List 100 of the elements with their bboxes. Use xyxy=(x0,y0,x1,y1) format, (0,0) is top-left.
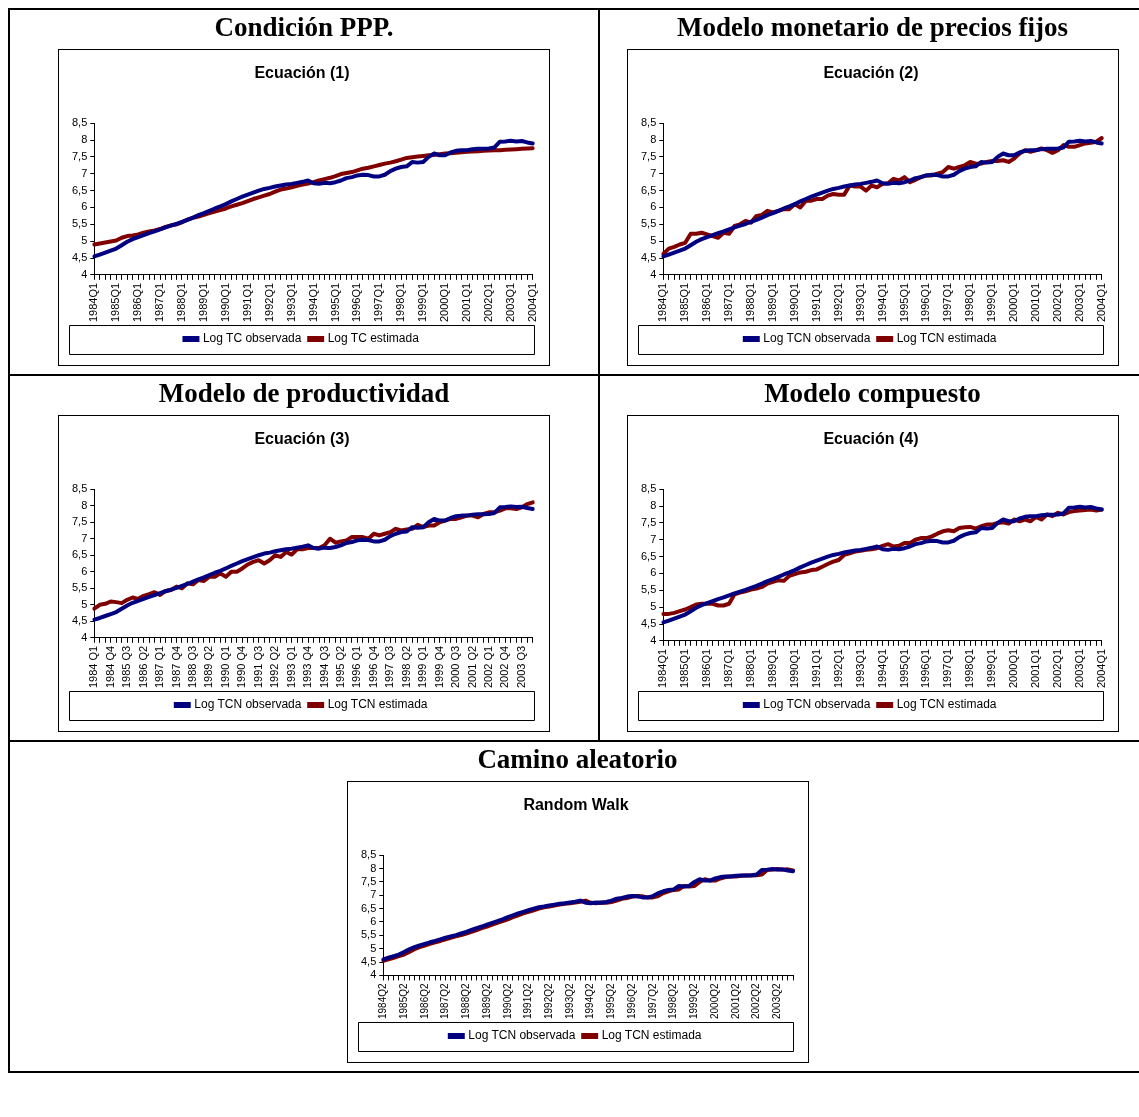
x-tick-label: 2001Q2 xyxy=(729,982,741,1020)
y-tick-label: 7,5 xyxy=(640,149,656,162)
x-tick-label: 1998Q1 xyxy=(394,282,407,323)
x-tick-label: 1994Q1 xyxy=(875,648,888,689)
x-tick-label: 1992Q1 xyxy=(831,282,844,323)
y-tick-label: 6 xyxy=(649,566,656,579)
y-tick-label: 5 xyxy=(369,941,376,954)
x-tick-label: 1986Q2 xyxy=(418,982,430,1020)
x-tick-label: 1997Q1 xyxy=(372,282,385,323)
x-tick-label: 1984 Q4 xyxy=(103,645,116,688)
chart-title: Camino aleatorio xyxy=(477,744,678,775)
chart-title: Modelo compuesto xyxy=(764,378,981,409)
x-tick-label: 2002Q1 xyxy=(1050,648,1063,689)
chart-title: Condición PPP. xyxy=(214,12,394,43)
chart-subtitle: Ecuación (4) xyxy=(822,430,919,448)
x-tick-label: 2004Q1 xyxy=(1094,648,1107,689)
x-tick-label: 1984Q1 xyxy=(87,282,100,323)
x-tick-label: 1994Q1 xyxy=(306,282,319,323)
y-tick-label: 6,5 xyxy=(640,549,656,562)
x-tick-label: 1991Q2 xyxy=(521,982,533,1020)
x-tick-label: 1984Q1 xyxy=(655,648,668,689)
x-tick-label: 1996Q2 xyxy=(625,982,637,1020)
y-tick-label: 7,5 xyxy=(640,515,656,528)
x-tick-label: 1994Q2 xyxy=(583,982,595,1020)
x-tick-label: 1986Q1 xyxy=(699,648,712,689)
x-tick-label: 1995Q1 xyxy=(328,282,341,323)
legend-label: Log TCN observada xyxy=(467,1028,576,1043)
x-tick-label: 1985 Q3 xyxy=(120,645,133,688)
legend-label: Log TCN estimada xyxy=(896,331,997,346)
y-tick-label: 4 xyxy=(649,633,656,646)
y-tick-label: 7 xyxy=(649,166,656,179)
x-tick-label: 2000Q1 xyxy=(1006,282,1019,323)
y-tick-label: 5,5 xyxy=(360,928,376,941)
x-tick-label: 1999Q2 xyxy=(687,982,699,1020)
x-tick-label: 1993Q1 xyxy=(284,282,297,323)
x-tick-label: 1989Q1 xyxy=(765,648,778,689)
x-tick-label: 1990Q2 xyxy=(501,982,513,1020)
y-tick-label: 8 xyxy=(81,498,88,511)
x-tick-label: 1990 Q1 xyxy=(218,645,231,688)
x-tick-label: 1989 Q2 xyxy=(202,645,215,688)
y-tick-label: 6,5 xyxy=(71,548,88,561)
x-tick-label: 1987Q1 xyxy=(153,282,166,323)
x-tick-label: 2002 Q1 xyxy=(481,645,494,688)
y-tick-label: 8,5 xyxy=(640,116,656,129)
x-tick-label: 1989Q1 xyxy=(196,282,209,323)
y-tick-label: 6,5 xyxy=(640,183,656,196)
legend-label: Log TCN observada xyxy=(762,697,871,712)
y-tick-label: 4 xyxy=(369,968,376,981)
x-tick-label: 1998 Q2 xyxy=(399,645,412,688)
x-tick-label: 1992Q2 xyxy=(542,982,554,1020)
chart-title: Modelo monetario de precios fijos xyxy=(677,12,1068,43)
chart-subtitle: Ecuación (3) xyxy=(254,430,350,448)
y-tick-label: 5 xyxy=(649,234,656,247)
x-tick-label: 1994Q1 xyxy=(875,282,888,323)
x-tick-label: 1992 Q2 xyxy=(268,645,281,688)
x-tick-label: 1985Q2 xyxy=(397,982,409,1020)
y-tick-label: 5,5 xyxy=(71,581,88,594)
x-tick-label: 1994 Q3 xyxy=(317,645,330,688)
y-tick-label: 8,5 xyxy=(640,482,656,495)
y-tick-label: 5 xyxy=(81,597,88,610)
x-tick-label: 2000Q1 xyxy=(1006,648,1019,689)
y-tick-label: 6 xyxy=(649,200,656,213)
x-tick-label: 1984Q2 xyxy=(376,982,388,1020)
x-tick-label: 2003Q1 xyxy=(503,282,516,323)
x-tick-label: 1997Q2 xyxy=(646,982,658,1020)
x-tick-label: 1988Q1 xyxy=(743,282,756,323)
x-tick-label: 1986 Q2 xyxy=(136,645,149,688)
legend-label: Log TCN estimada xyxy=(896,697,997,712)
x-tick-label: 1991Q1 xyxy=(809,282,822,323)
legend-label: Log TCN estimada xyxy=(327,697,428,712)
x-tick-label: 1999Q1 xyxy=(416,282,429,323)
x-tick-label: 1996 Q1 xyxy=(350,645,363,688)
x-tick-label: 2002Q2 xyxy=(749,982,761,1020)
x-tick-label: 2001Q1 xyxy=(1028,648,1041,689)
x-tick-label: 1991Q1 xyxy=(809,648,822,689)
x-tick-label: 1995Q2 xyxy=(604,982,616,1020)
chart-title: Modelo de productividad xyxy=(158,378,450,409)
y-tick-label: 8,5 xyxy=(71,482,88,495)
x-tick-label: 1998Q1 xyxy=(962,648,975,689)
x-tick-label: 2003 Q3 xyxy=(514,645,527,688)
x-tick-label: 2000 Q3 xyxy=(449,645,462,688)
x-tick-label: 2003Q1 xyxy=(1072,648,1085,689)
x-tick-label: 1986Q1 xyxy=(699,282,712,323)
x-tick-label: 1989Q2 xyxy=(480,982,492,1020)
x-tick-label: 1988Q1 xyxy=(743,648,756,689)
x-tick-label: 1985Q1 xyxy=(677,648,690,689)
x-tick-label: 1999 Q1 xyxy=(416,645,429,688)
legend-label: Log TCN estimada xyxy=(601,1028,702,1043)
x-tick-label: 1987Q1 xyxy=(721,282,734,323)
x-tick-label: 1996 Q4 xyxy=(366,645,379,688)
x-tick-label: 2001 Q2 xyxy=(465,645,478,688)
y-tick-label: 7 xyxy=(649,532,656,545)
x-tick-label: 1990Q1 xyxy=(787,648,800,689)
x-tick-label: 1988Q2 xyxy=(459,982,471,1020)
x-tick-label: 1984Q1 xyxy=(655,282,668,323)
legend-label: Log TC observada xyxy=(202,331,302,346)
x-tick-label: 1987 Q4 xyxy=(169,645,182,688)
x-tick-label: 1996Q1 xyxy=(918,282,931,323)
x-tick-label: 1999 Q4 xyxy=(432,645,445,688)
y-tick-label: 8,5 xyxy=(360,848,376,861)
